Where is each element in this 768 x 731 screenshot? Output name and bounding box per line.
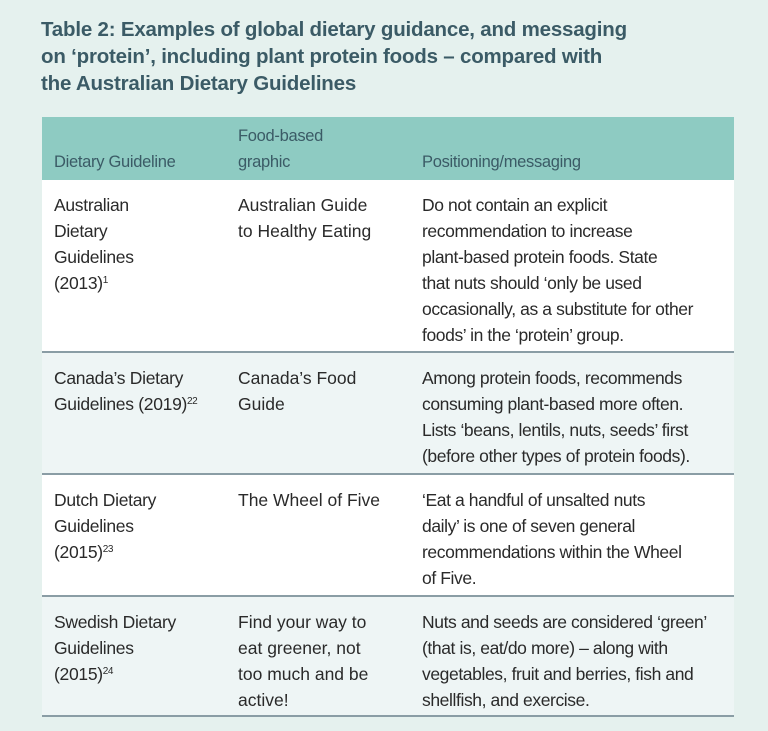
table-row: Dutch Dietary Guidelines (2015)23 The Wh… — [42, 475, 734, 597]
table-row: Canada’s Dietary Guidelines (2019)22 Can… — [42, 353, 734, 475]
guideline-name: Dutch Dietary Guidelines (2015) — [54, 490, 157, 562]
messaging-cell: Nuts and seeds are considered ‘green’ (t… — [422, 612, 707, 710]
graphic-cell: The Wheel of Five — [238, 490, 380, 510]
guideline-cell: Canada’s Dietary Guidelines (2019)22 — [54, 365, 234, 417]
table-title: Table 2: Examples of global dietary guid… — [41, 18, 627, 95]
messaging-cell: ‘Eat a handful of unsalted nuts daily’ i… — [422, 490, 682, 588]
guideline-cell: Dutch Dietary Guidelines (2015)23 — [54, 487, 234, 565]
table-header: Dietary Guideline Food-based graphic Pos… — [42, 117, 734, 180]
guideline-cell: Australian Dietary Guidelines (2013)1 — [54, 192, 234, 296]
header-dietary-guideline: Dietary Guideline — [54, 153, 176, 171]
reference-number: 22 — [187, 396, 198, 407]
graphic-cell: Australian Guide to Healthy Eating — [238, 195, 372, 241]
guideline-name: Swedish Dietary Guidelines (2015) — [54, 612, 176, 684]
guideline-cell: Swedish Dietary Guidelines (2015)24 — [54, 609, 234, 687]
reference-number: 24 — [102, 666, 114, 677]
graphic-cell: Canada’s Food Guide — [238, 368, 357, 414]
messaging-cell: Do not contain an explicit recommendatio… — [422, 195, 694, 345]
reference-number: 1 — [102, 275, 109, 286]
reference-number: 23 — [102, 544, 114, 555]
dietary-guidance-table: Dietary Guideline Food-based graphic Pos… — [42, 117, 734, 717]
header-food-based-graphic: Food-based graphic — [238, 127, 324, 171]
guideline-name: Australian Dietary Guidelines (2013) — [54, 195, 134, 293]
header-positioning-messaging: Positioning/messaging — [422, 153, 581, 171]
table-row: Swedish Dietary Guidelines (2015)24 Find… — [42, 597, 734, 717]
graphic-cell: Find your way to eat greener, not too mu… — [238, 612, 369, 710]
table-row: Australian Dietary Guidelines (2013)1 Au… — [42, 180, 734, 353]
guideline-name: Canada’s Dietary Guidelines (2019) — [54, 368, 188, 414]
messaging-cell: Among protein foods, recommends consumin… — [422, 368, 690, 466]
